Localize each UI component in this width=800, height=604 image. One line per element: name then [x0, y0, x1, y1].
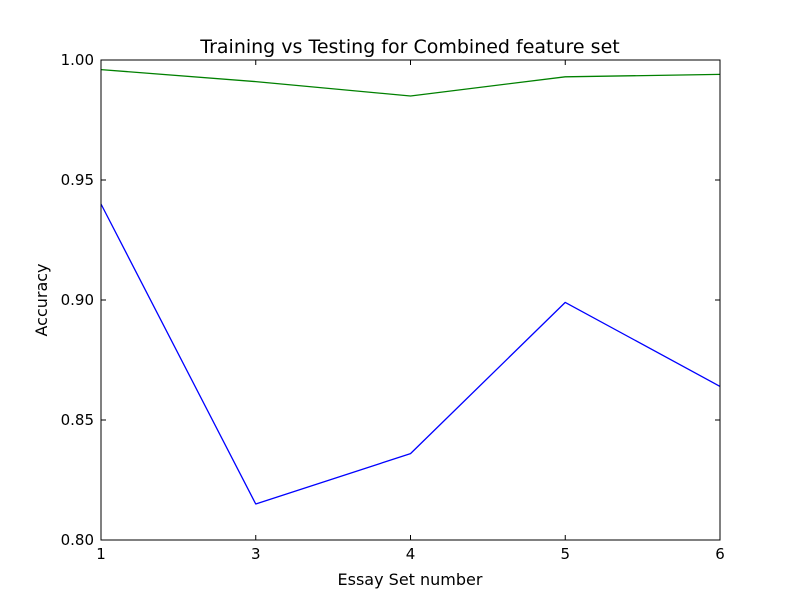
y-tick-label: 0.80: [61, 531, 94, 549]
x-axis-title: Essay Set number: [338, 570, 483, 589]
plot-area: 1 3 4 5 6 0.80 0.85 0.90 0.95 1.00: [61, 51, 725, 563]
plot-frame: [100, 59, 721, 541]
series-line-1: [100, 203, 721, 505]
y-tick-label: 1.00: [61, 51, 94, 69]
series-line-2: [100, 68, 721, 97]
y-axis-title: Accuracy: [32, 263, 51, 336]
y-tick-label: 0.85: [61, 411, 94, 429]
x-tick-label: 3: [251, 545, 261, 563]
x-tick-label: 4: [406, 545, 416, 563]
x-tick-label: 6: [715, 545, 725, 563]
y-tick-label: 0.95: [61, 171, 94, 189]
x-tick-label: 1: [96, 545, 106, 563]
x-tick-label: 5: [560, 545, 570, 563]
y-tick-label: 0.90: [61, 291, 94, 309]
chart-title: Training vs Testing for Combined feature…: [199, 36, 619, 58]
